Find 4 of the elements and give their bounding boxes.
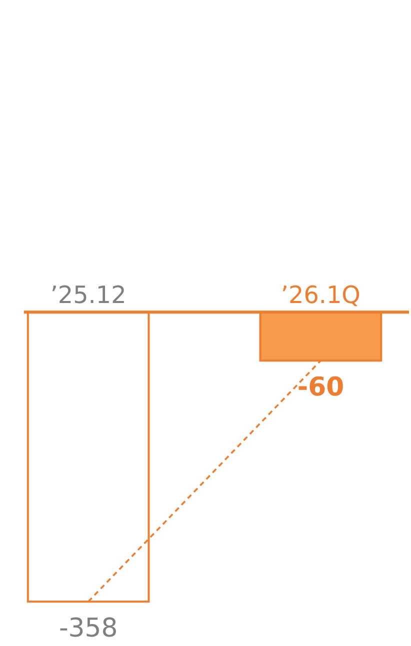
data-label: -358 (58, 613, 118, 644)
x-tick-label: ’26.1Q (280, 281, 360, 310)
data-label: -60 (297, 372, 344, 402)
x-tick-label: ’25.12 (50, 281, 126, 310)
